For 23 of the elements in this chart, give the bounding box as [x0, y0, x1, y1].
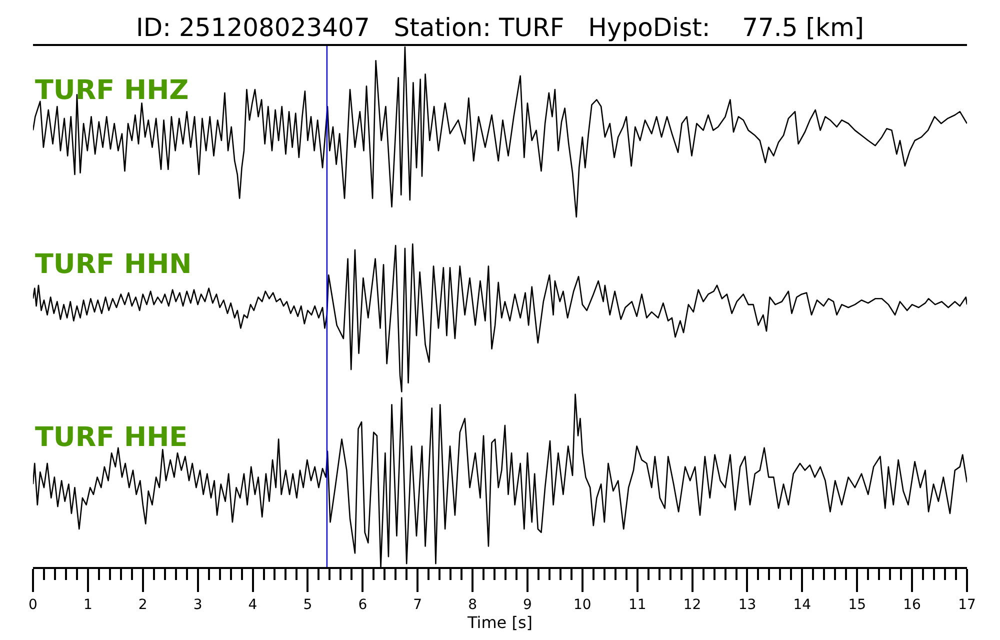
- series-label: TURF HHZ: [35, 75, 189, 106]
- x-tick-label: 15: [848, 596, 866, 613]
- x-tick-label: 17: [958, 596, 976, 613]
- x-tick-label: 3: [193, 596, 202, 613]
- x-tick-label: 0: [28, 596, 38, 613]
- x-tick-label: 2: [138, 596, 148, 613]
- chart-title: ID: 251208023407 Station: TURF HypoDist: 77.5 [km]: [136, 13, 864, 42]
- x-tick-label: 16: [903, 596, 922, 613]
- series-label: TURF HHN: [35, 249, 192, 280]
- x-tick-label: 5: [303, 596, 312, 613]
- x-tick-label: 9: [523, 596, 532, 613]
- x-tick-label: 13: [738, 596, 756, 613]
- x-tick-label: 10: [573, 596, 592, 613]
- x-tick-label: 7: [413, 596, 422, 613]
- x-tick-label: 14: [793, 596, 812, 613]
- series-label: TURF HHE: [35, 422, 188, 453]
- x-tick-label: 11: [628, 596, 646, 613]
- x-axis-title: Time [s]: [466, 612, 533, 632]
- x-tick-label: 8: [468, 596, 477, 613]
- x-tick-label: 4: [248, 596, 258, 613]
- x-tick-label: 6: [358, 596, 368, 613]
- x-tick-label: 1: [83, 596, 92, 613]
- x-tick-label: 12: [683, 596, 702, 613]
